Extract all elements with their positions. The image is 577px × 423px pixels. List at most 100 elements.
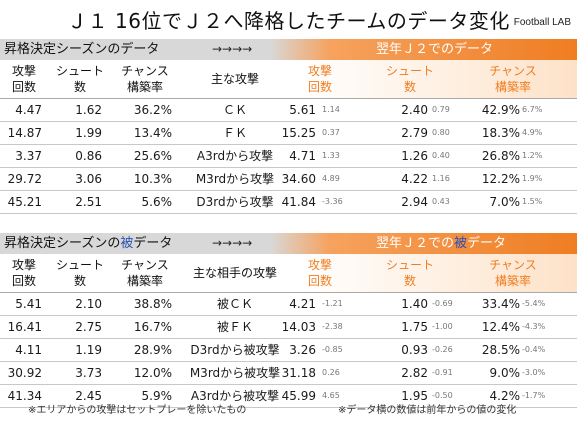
left-header: 昇格決定シーズンのデータ: [4, 42, 160, 57]
table-opponent-attack: 昇格決定シーズンの被データ →→→→ 翌年Ｊ２での被データ 攻撃 回数 シュート数 チ…: [0, 233, 577, 408]
table-body: 5.41 2.10 38.8% 被ＣＫ 4.21 -1.21 1.40 -0.69 33.4% -…: [0, 293, 577, 408]
cell-shots-next: 2.79: [401, 126, 428, 140]
cell-shots-delta: -1.00: [432, 322, 453, 331]
cell-attacks-next: 31.18: [281, 366, 316, 380]
table-row: 41.34 2.45 5.9% A3rdから被攻撃 45.99 4.65 1.95 -0.50…: [0, 385, 577, 408]
cell-shots: 2.10: [75, 297, 102, 311]
arrows: →→→→: [212, 42, 253, 56]
cell-chance-delta: -0.4%: [522, 345, 546, 354]
cell-chance-delta: -4.3%: [522, 322, 546, 331]
cell-attacks: 3.37: [15, 149, 42, 163]
section-header: 昇格決定シーズンの被データ →→→→ 翌年Ｊ２での被データ: [0, 233, 577, 254]
cell-attacks-delta: -3.36: [322, 197, 343, 206]
cell-attacks-delta: 4.65: [322, 391, 340, 400]
cell-attacks-delta: -1.21: [322, 299, 343, 308]
cell-label: M3rdから被攻撃: [189, 366, 281, 380]
cell-label: A3rdから攻撃: [196, 149, 274, 163]
cell-shots-next: 1.95: [401, 389, 428, 403]
table-row: 5.41 2.10 38.8% 被ＣＫ 4.21 -1.21 1.40 -0.69 33.4% -…: [0, 293, 577, 316]
cell-attacks: 4.47: [15, 103, 42, 117]
column-headers: 攻撃 回数 シュート数チャンス 構築率 主な攻撃 攻撃 回数 シュート数チャンス 構築率: [0, 60, 577, 99]
cell-attacks-next: 41.84: [281, 195, 316, 209]
cell-shots: 1.19: [75, 343, 102, 357]
cell-chance: 16.7%: [133, 320, 172, 334]
arrows: →→→→: [212, 236, 253, 250]
cell-chance-next: 28.5%: [481, 343, 520, 357]
cell-chance-delta: 1.9%: [522, 174, 543, 183]
column-header: シュート数: [385, 258, 434, 288]
cell-chance-next: 7.0%: [489, 195, 521, 209]
footnote-right: ※データ横の数値は前年からの値の変化: [338, 405, 517, 416]
cell-shots-next: 4.22: [401, 172, 428, 186]
cell-label: A3rdから被攻撃: [190, 389, 280, 403]
cell-chance: 36.2%: [133, 103, 172, 117]
cell-attacks-next: 5.61: [289, 103, 316, 117]
cell-shots-next: 2.94: [401, 195, 428, 209]
cell-attacks-delta: 0.26: [322, 368, 340, 377]
cell-shots-delta: 0.43: [432, 197, 450, 206]
cell-attacks-next: 45.99: [281, 389, 316, 403]
cell-chance-next: 4.2%: [489, 389, 521, 403]
cell-chance-next: 26.8%: [481, 149, 520, 163]
column-header: チャンス 構築率: [121, 258, 169, 288]
cell-attacks: 4.11: [15, 343, 42, 357]
brand-logo-text: Football LAB: [513, 17, 571, 28]
cell-attacks: 14.87: [7, 126, 42, 140]
cell-attacks: 30.92: [7, 366, 42, 380]
cell-attacks-delta: -2.38: [322, 322, 343, 331]
cell-shots: 3.06: [75, 172, 102, 186]
column-header: 攻撃 回数: [11, 258, 36, 288]
cell-chance-next: 12.4%: [481, 320, 520, 334]
cell-shots-next: 1.26: [401, 149, 428, 163]
cell-chance-next: 18.3%: [481, 126, 520, 140]
cell-chance-delta: 4.9%: [522, 128, 543, 137]
column-header: チャンス 構築率: [121, 64, 169, 94]
cell-label: 被ＣＫ: [216, 297, 253, 311]
column-header: 主な攻撃: [210, 72, 259, 86]
cell-shots: 1.99: [75, 126, 102, 140]
cell-label: ＦＫ: [222, 126, 247, 140]
table-row: 3.37 0.86 25.6% A3rdから攻撃 4.71 1.33 1.26 0.40 26.…: [0, 145, 577, 168]
cell-chance-next: 33.4%: [481, 297, 520, 311]
right-header: 翌年Ｊ２での被データ: [376, 236, 507, 251]
cell-attacks-next: 3.26: [289, 343, 316, 357]
cell-label: D3rdから被攻撃: [190, 343, 280, 357]
column-header: チャンス 構築率: [489, 258, 537, 288]
cell-attacks-delta: 1.14: [322, 105, 340, 114]
table-row: 29.72 3.06 10.3% M3rdから攻撃 34.60 4.89 4.22 1.16 1…: [0, 168, 577, 191]
cell-attacks: 45.21: [7, 195, 42, 209]
cell-shots-delta: -0.69: [432, 299, 453, 308]
cell-chance: 5.6%: [141, 195, 173, 209]
cell-attacks-delta: 0.37: [322, 128, 340, 137]
cell-chance-delta: 1.5%: [522, 197, 543, 206]
column-header: 攻撃 回数: [307, 64, 332, 94]
cell-shots: 3.73: [75, 366, 102, 380]
cell-shots-delta: -0.26: [432, 345, 453, 354]
cell-chance-next: 12.2%: [481, 172, 520, 186]
column-header: 攻撃 回数: [11, 64, 36, 94]
cell-attacks-delta: 1.33: [322, 151, 340, 160]
left-header: 昇格決定シーズンの被データ: [4, 236, 173, 251]
cell-chance: 5.9%: [141, 389, 173, 403]
column-header: チャンス 構築率: [489, 64, 537, 94]
table-row: 4.47 1.62 36.2% ＣＫ 5.61 1.14 2.40 0.79 42.9% 6.7%: [0, 99, 577, 122]
cell-chance: 12.0%: [133, 366, 172, 380]
column-header: 攻撃 回数: [307, 258, 332, 288]
cell-attacks: 29.72: [7, 172, 42, 186]
cell-label: 被ＦＫ: [216, 320, 253, 334]
section-header: 昇格決定シーズンのデータ →→→→ 翌年Ｊ２でのデータ: [0, 39, 577, 60]
cell-attacks-next: 14.03: [281, 320, 316, 334]
cell-label: ＣＫ: [222, 103, 247, 117]
cell-chance-delta: -3.0%: [522, 368, 546, 377]
cell-chance-next: 9.0%: [489, 366, 521, 380]
cell-attacks-delta: -0.85: [322, 345, 343, 354]
table-row: 16.41 2.75 16.7% 被ＦＫ 14.03 -2.38 1.75 -1.00 12.4…: [0, 316, 577, 339]
cell-shots-next: 2.82: [401, 366, 428, 380]
cell-shots: 2.45: [75, 389, 102, 403]
cell-chance: 13.4%: [133, 126, 172, 140]
cell-attacks: 41.34: [7, 389, 42, 403]
cell-chance-delta: -5.4%: [522, 299, 546, 308]
footnote-left: ※エリアからの攻撃はセットプレーを除いたもの: [28, 405, 247, 416]
cell-shots-next: 1.75: [401, 320, 428, 334]
cell-chance-delta: 1.2%: [522, 151, 543, 160]
